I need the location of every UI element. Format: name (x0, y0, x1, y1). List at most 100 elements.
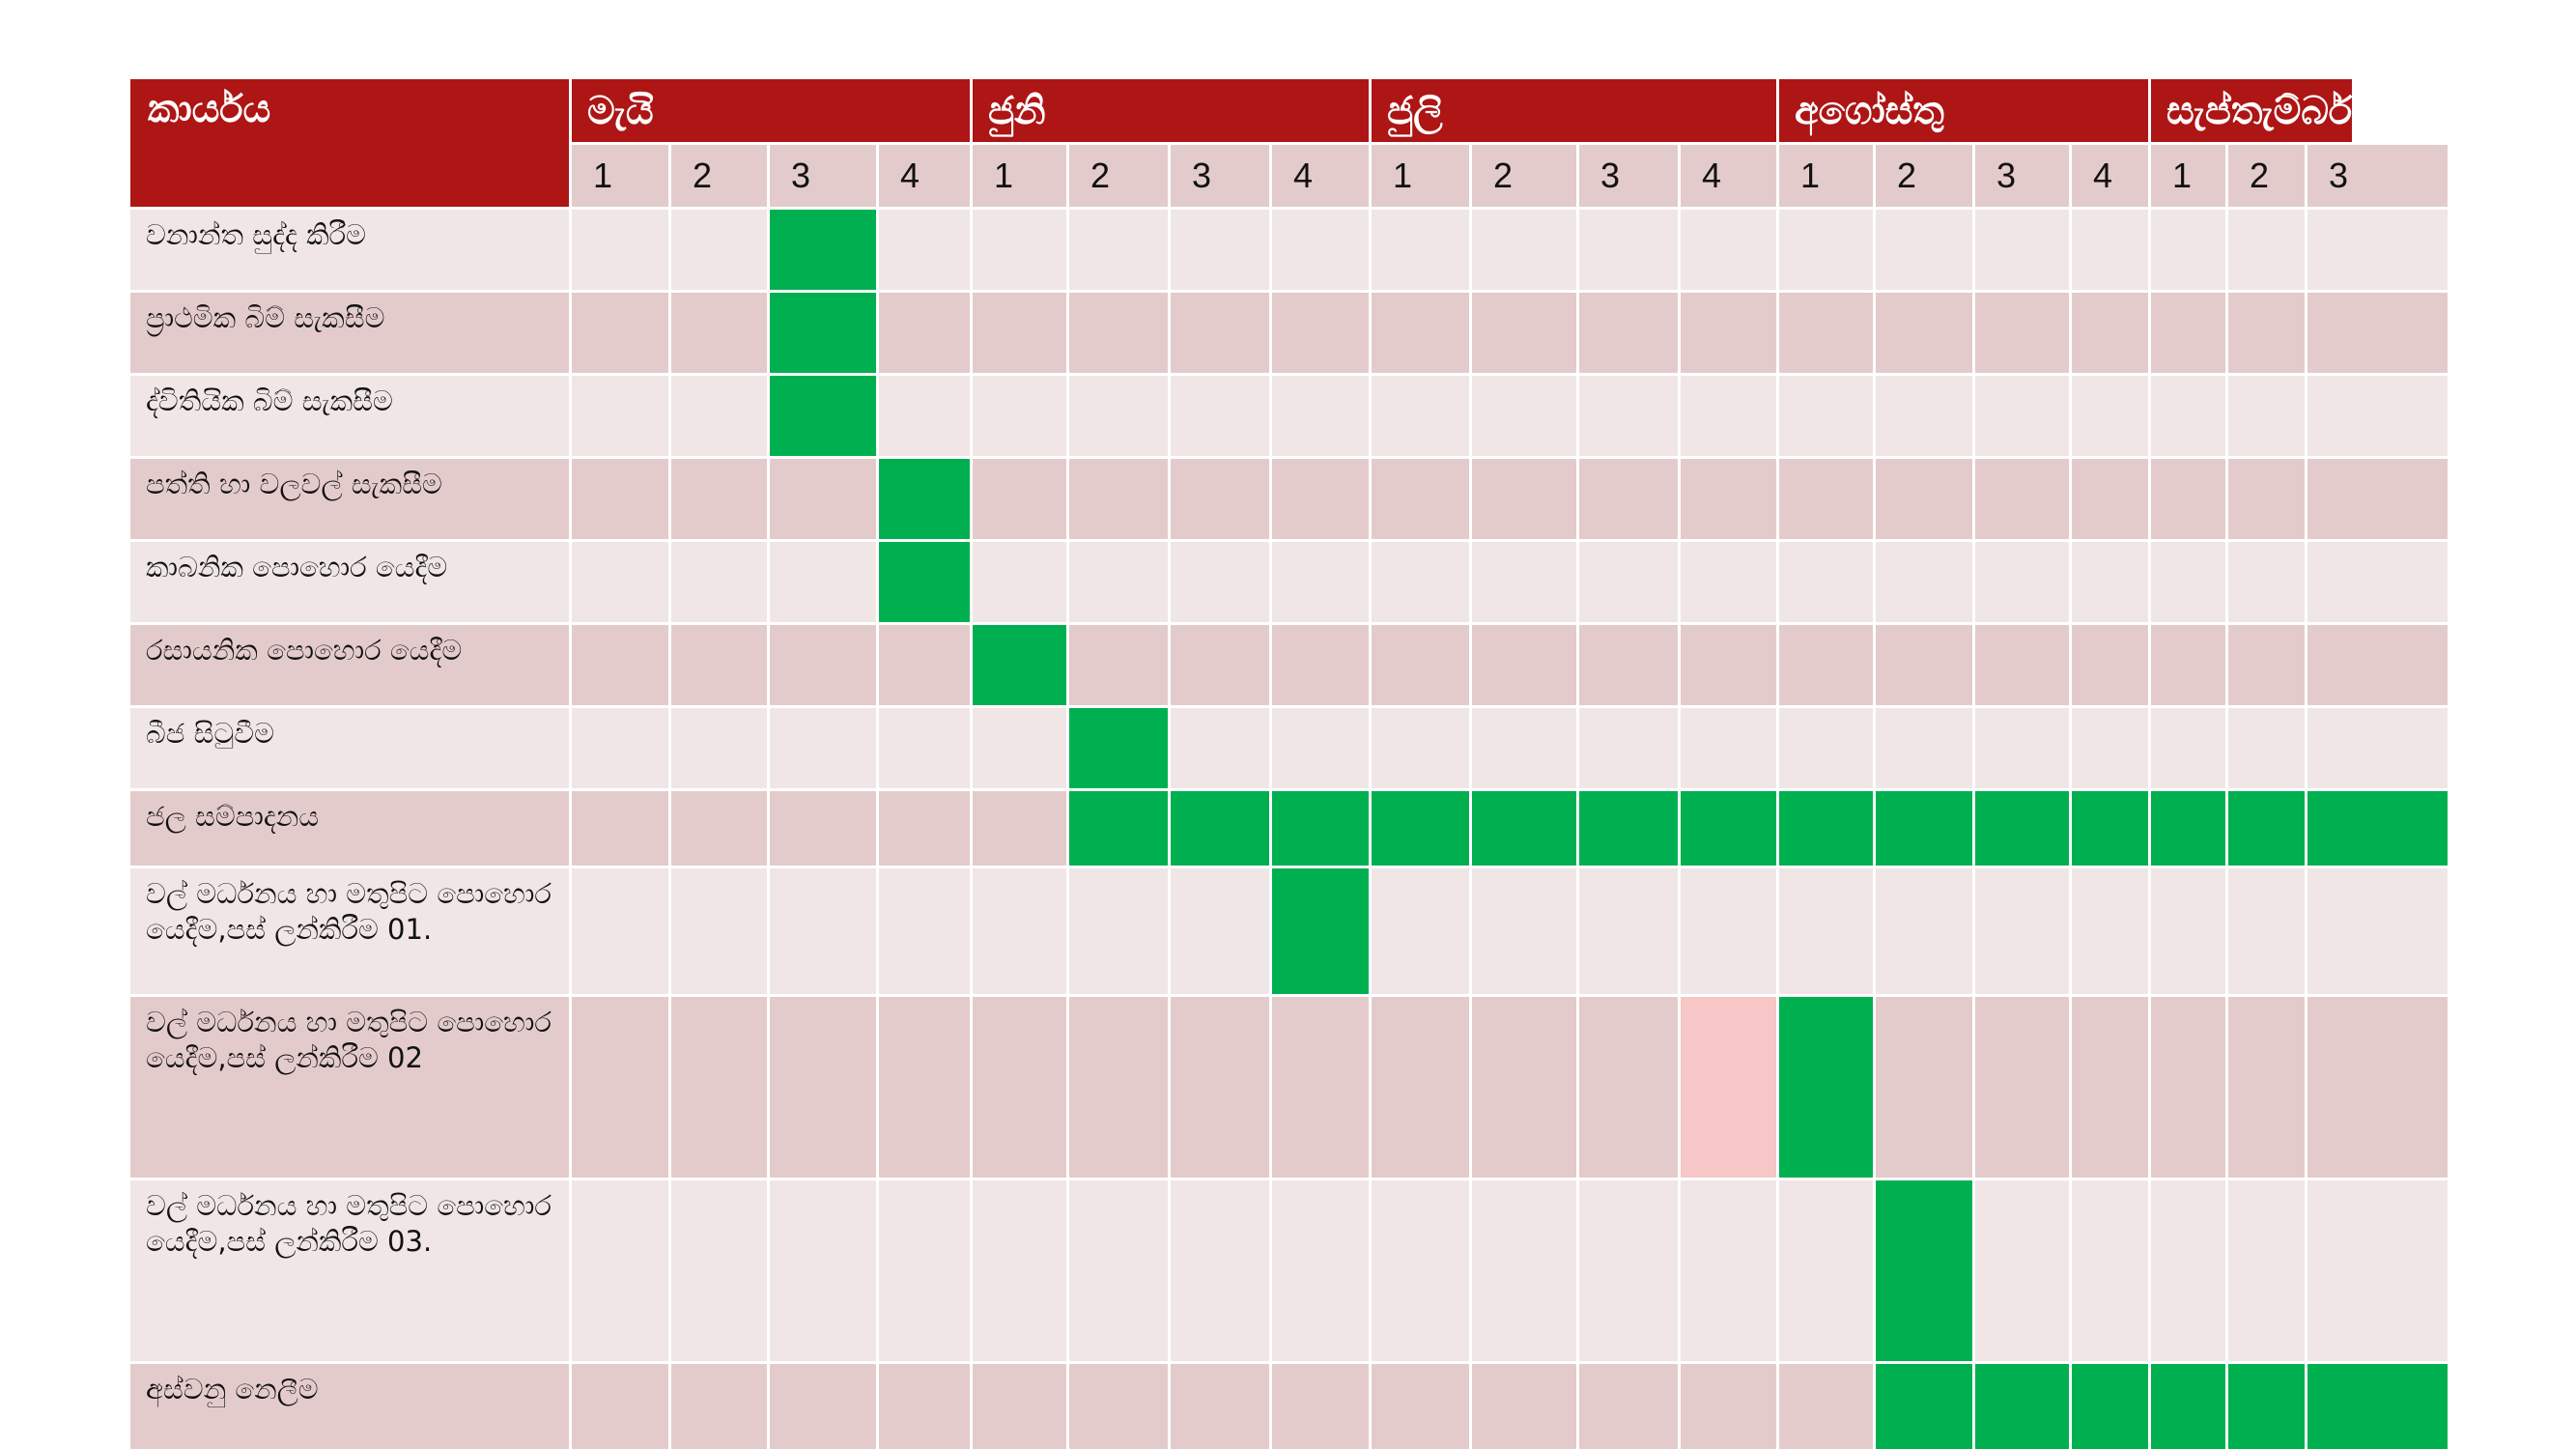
gantt-cell (2070, 208, 2149, 291)
gantt-cell (1679, 291, 1777, 374)
gantt-cell (1270, 1362, 1370, 1449)
gantt-cell (2070, 457, 2149, 540)
gantt-bar-cell (1067, 789, 1169, 867)
gantt-bar-cell (1679, 789, 1777, 867)
gantt-cell (1973, 374, 2070, 457)
gantt-cell (768, 995, 877, 1179)
grid-line-vertical (2305, 143, 2307, 1449)
gantt-cell (1370, 995, 1470, 1179)
gantt-cell (1169, 291, 1270, 374)
gantt-bar-cell (1067, 706, 1169, 789)
gantt-bar-cell (1874, 1362, 1973, 1449)
gantt-cell (1370, 1362, 1470, 1449)
gantt-cell (1973, 706, 2070, 789)
grid-line-vertical (2448, 143, 2449, 1449)
grid-line-vertical (1972, 143, 1975, 1449)
gantt-cell (2306, 867, 2449, 995)
gantt-cell (1777, 623, 1874, 706)
gantt-cell (1577, 457, 1679, 540)
grid-line-vertical (569, 79, 572, 1449)
gantt-cell (1777, 208, 1874, 291)
gantt-cell (1874, 623, 1973, 706)
gantt-cell (570, 995, 669, 1179)
grid-line-horizontal (130, 622, 2449, 625)
gantt-cell (971, 291, 1067, 374)
gantt-cell (768, 457, 877, 540)
month-header-2: ජුනි (971, 79, 1370, 143)
gantt-cell (570, 540, 669, 623)
gantt-cell (570, 623, 669, 706)
gantt-cell (1067, 208, 1169, 291)
gantt-cell (570, 1362, 669, 1449)
task-name: කාබනික පොහොර යෙදීම (130, 540, 570, 623)
grid-line-vertical (668, 143, 671, 1449)
gantt-cell (1874, 867, 1973, 995)
grid-line-horizontal (130, 1361, 2449, 1364)
gantt-cell (1577, 208, 1679, 291)
gantt-bar-cell (2306, 1362, 2449, 1449)
gantt-cell (1370, 457, 1470, 540)
gantt-cell (877, 789, 971, 867)
gantt-cell (1874, 995, 1973, 1179)
gantt-cell (1169, 1179, 1270, 1362)
gantt-cell (1679, 1179, 1777, 1362)
gantt-cell (1577, 706, 1679, 789)
gantt-cell (570, 291, 669, 374)
week-header: 1 (570, 143, 669, 208)
gantt-cell (877, 995, 971, 1179)
gantt-cell (2149, 208, 2226, 291)
gantt-cell (669, 1362, 768, 1449)
gantt-bar-cell (1874, 789, 1973, 867)
grid-line-horizontal (130, 994, 2449, 997)
grid-line-horizontal (130, 705, 2449, 708)
gantt-cell (971, 540, 1067, 623)
gantt-cell (1874, 457, 1973, 540)
week-header: 3 (2306, 143, 2449, 208)
task-column-header: කාර්යය (130, 79, 570, 208)
gantt-cell (2306, 291, 2449, 374)
gantt-cell (570, 374, 669, 457)
gantt-cell (2070, 867, 2149, 995)
gantt-cell (2226, 1179, 2306, 1362)
gantt-cell (971, 1179, 1067, 1362)
grid-line-horizontal (130, 539, 2449, 542)
gantt-cell (2070, 374, 2149, 457)
gantt-cell (2306, 623, 2449, 706)
gantt-bar-cell (2226, 789, 2306, 867)
gantt-cell (2226, 867, 2306, 995)
gantt-cell (1370, 867, 1470, 995)
gantt-cell (1679, 1362, 1777, 1449)
week-header: 3 (1577, 143, 1679, 208)
gantt-cell (2070, 995, 2149, 1179)
gantt-cell (971, 1362, 1067, 1449)
gantt-bar-cell (2226, 1362, 2306, 1449)
gantt-cell (1679, 374, 1777, 457)
gantt-cell (1470, 457, 1577, 540)
gantt-cell (1777, 291, 1874, 374)
gantt-bar-cell (1270, 867, 1370, 995)
gantt-cell (2149, 867, 2226, 995)
gantt-cell (2070, 540, 2149, 623)
gantt-cell (1470, 867, 1577, 995)
gantt-cell (1777, 867, 1874, 995)
gantt-bar-cell (877, 457, 971, 540)
gantt-cell (669, 457, 768, 540)
gantt-cell (1169, 1362, 1270, 1449)
grid-line-vertical (2069, 143, 2072, 1449)
task-name: බීජ සිටුවීම (130, 706, 570, 789)
gantt-cell (877, 1179, 971, 1362)
task-name: වල් මර්ධනය හා මතුපිට පොහොර යෙදීම,පස් ලන්… (130, 867, 570, 995)
gantt-cell (768, 1362, 877, 1449)
gantt-cell (1874, 540, 1973, 623)
gantt-cell (877, 208, 971, 291)
grid-line-vertical (1678, 143, 1681, 1449)
gantt-cell (1370, 1179, 1470, 1362)
task-name: රසායනික පොහොර යෙදීම (130, 623, 570, 706)
gantt-cell (1874, 291, 1973, 374)
gantt-cell (971, 374, 1067, 457)
month-header-3: ජුලි (1370, 79, 1777, 143)
gantt-cell (1169, 995, 1270, 1179)
gantt-cell (1169, 706, 1270, 789)
gantt-cell (2149, 623, 2226, 706)
gantt-cell (1370, 623, 1470, 706)
